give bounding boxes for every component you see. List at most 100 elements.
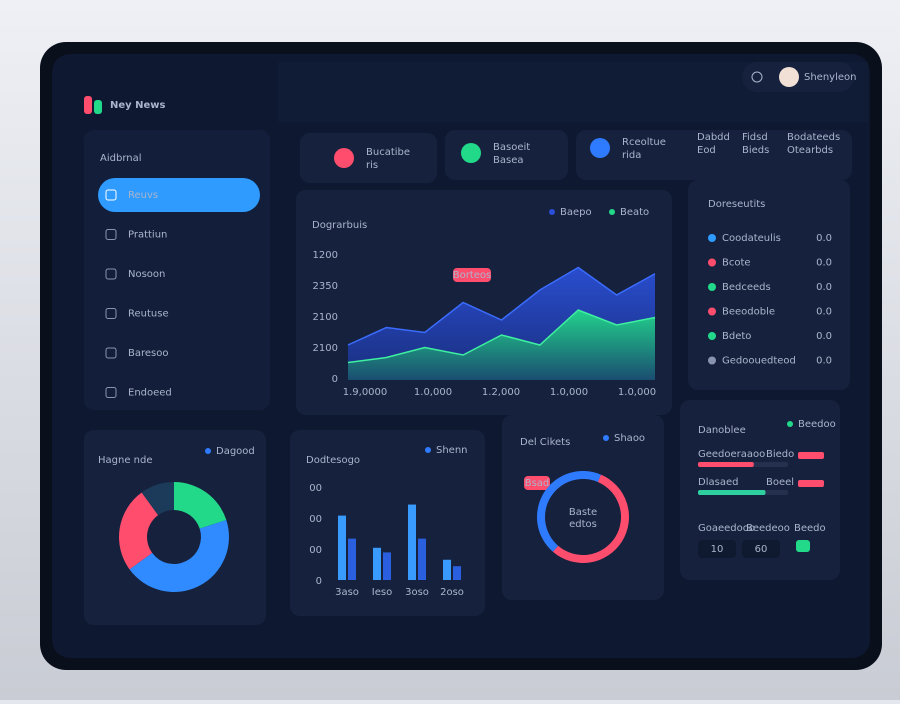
ring-center: edtos [569,519,597,530]
toggle[interactable] [796,540,810,552]
donut-legend: Dagood [216,446,255,457]
pie-segment [129,520,229,592]
menu-item[interactable]: Prattiun [128,230,167,241]
stat-link[interactable]: Bieds [742,145,769,156]
progress-tag: Biedo [766,449,794,460]
menu-item[interactable]: Endoeed [128,388,172,399]
stat-link[interactable]: Otearbds [787,145,833,156]
donut-panel [84,430,266,625]
bar [408,504,416,580]
ring-center: Baste [569,507,597,518]
bar [418,538,426,580]
list-value: 0.0 [816,356,832,367]
y-tick-label: 00 [309,514,322,525]
pie-segment [552,474,629,563]
list-label[interactable]: Beeodoble [722,307,775,318]
bar [453,566,461,580]
legend-dot [609,209,615,215]
list-label[interactable]: Coodateulis [722,233,781,244]
stat-link[interactable]: Dabdd [697,132,730,143]
menu-item[interactable]: Baresoo [128,348,168,359]
button[interactable] [698,540,736,558]
y-tick-label: 2350 [313,281,338,292]
stat-title: Basoeit [493,142,530,153]
list-value: 0.0 [816,258,832,269]
progress-footer: Beedo [794,523,826,534]
badge-text: Borteos [453,270,492,281]
ring-panel [502,415,664,600]
button-text: 60 [755,544,768,555]
area [348,310,655,380]
x-tick-label: 1.0,000 [618,387,656,398]
x-tick-label: 2oso [440,587,464,598]
list-value: 0.0 [816,331,832,342]
progress-footer: Goaeedooo [698,523,755,534]
list-icon [708,307,716,316]
logo-icon [84,96,92,114]
list-label[interactable]: Bedceeds [722,282,771,293]
stat-card [445,130,568,180]
list-icon [708,283,716,291]
y-tick-label: 00 [309,545,322,556]
menu-icon [105,189,117,201]
stat-link[interactable]: Eod [697,145,716,156]
legend-dot [205,448,211,454]
menu-item[interactable]: Reuvs [128,190,158,201]
x-tick-label: 1.0,000 [414,387,452,398]
bar [338,515,346,580]
legend-dot [425,447,431,453]
progress-bar [698,462,754,467]
ring-title: Del Cikets [520,437,570,448]
x-tick-label: 3aso [335,587,359,598]
bar-legend: Shenn [436,445,468,456]
y-tick-label: 2100 [313,312,338,323]
stat-card [576,130,852,180]
list-icon [708,356,716,365]
y-tick-label: 0 [332,374,338,385]
bar [373,547,381,580]
area-line [347,309,656,364]
list-value: 0.0 [816,307,832,318]
sidebar [84,130,270,410]
x-tick-label: Ieso [372,587,392,598]
progress-footer: Beedeoo [746,523,790,534]
stat-link[interactable]: Fidsd [742,132,768,143]
stat-link[interactable]: Bodateeds [787,132,840,143]
badge [453,268,491,282]
sidebar-section: Aidbrnal [100,153,142,164]
stat-card [300,133,437,183]
ring-tag [524,476,550,490]
chart-title: Dograrbuis [312,220,367,231]
legend-text: Beato [620,207,649,218]
list-icon [708,332,716,340]
list-label[interactable]: Gedoouedteod [722,356,796,367]
list-title: Doreseutits [708,199,765,210]
stat-title: Bucatibe [366,147,410,158]
menu-item[interactable]: Nosoon [128,269,165,280]
logo: Ney News [110,100,166,111]
logo-icon [94,100,102,114]
menu-icon [105,387,117,398]
progress-bar [698,490,766,495]
progress-chip [798,480,824,487]
stat-icon [590,138,610,158]
avatar[interactable] [779,67,799,87]
y-tick-label: 2100 [313,343,338,354]
pie-segment [536,470,601,552]
button-text: 10 [711,544,724,555]
x-tick-label: 3oso [405,587,429,598]
progress-chip [798,452,824,459]
menu-item[interactable]: Reutuse [128,309,169,320]
bar [443,559,451,580]
legend-dot [549,209,555,215]
ring-legend: Shaoo [614,433,645,444]
x-tick-label: 1.2,000 [482,387,520,398]
progress-title: Danoblee [698,425,746,436]
list-label[interactable]: Bcote [722,258,751,269]
stat-icon [334,148,354,168]
menu-icon [105,308,117,319]
bar-title: Dodtesogo [306,455,360,466]
button[interactable] [742,540,780,558]
bell-icon[interactable] [751,71,763,83]
list-label[interactable]: Bdeto [722,331,751,342]
